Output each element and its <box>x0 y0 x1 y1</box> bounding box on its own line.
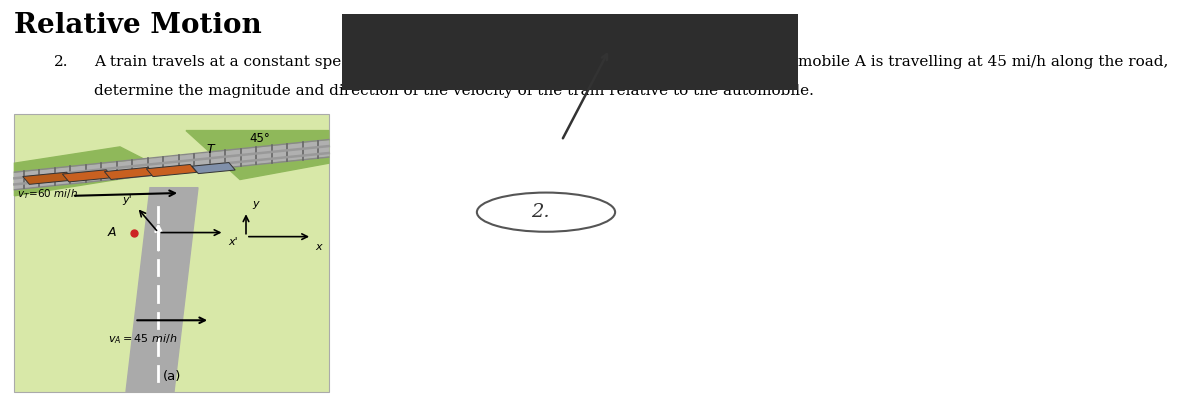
Text: x: x <box>316 242 323 252</box>
Polygon shape <box>146 164 197 177</box>
Text: T: T <box>206 143 214 156</box>
FancyBboxPatch shape <box>342 14 798 90</box>
Text: Relative Motion: Relative Motion <box>14 12 262 39</box>
Text: $v_A = 45\ \mathit{mi/h}$: $v_A = 45\ \mathit{mi/h}$ <box>108 333 178 346</box>
Polygon shape <box>186 131 329 180</box>
Text: (a): (a) <box>162 370 181 383</box>
Polygon shape <box>126 188 198 392</box>
Polygon shape <box>62 170 113 182</box>
FancyBboxPatch shape <box>14 114 329 392</box>
Polygon shape <box>14 141 329 189</box>
Polygon shape <box>23 172 73 184</box>
Text: 45°: 45° <box>250 132 270 145</box>
Text: A: A <box>108 226 116 239</box>
Text: determine the magnitude and direction of the velocity of the train relative to t: determine the magnitude and direction of… <box>94 84 814 98</box>
Polygon shape <box>14 147 168 196</box>
Text: x': x' <box>228 237 238 248</box>
Text: y': y' <box>122 195 132 205</box>
Text: y: y <box>252 199 259 209</box>
Text: 2.: 2. <box>54 55 68 69</box>
Polygon shape <box>192 162 235 174</box>
Text: $v_T\!=\!60\ \mathit{mi/h}$: $v_T\!=\!60\ \mathit{mi/h}$ <box>17 187 78 201</box>
Polygon shape <box>104 167 155 180</box>
Text: A train travels at a constant speed of 60 mi/h and crosses over a road as shown.: A train travels at a constant speed of 6… <box>94 55 1168 69</box>
Text: 2.: 2. <box>530 203 550 221</box>
